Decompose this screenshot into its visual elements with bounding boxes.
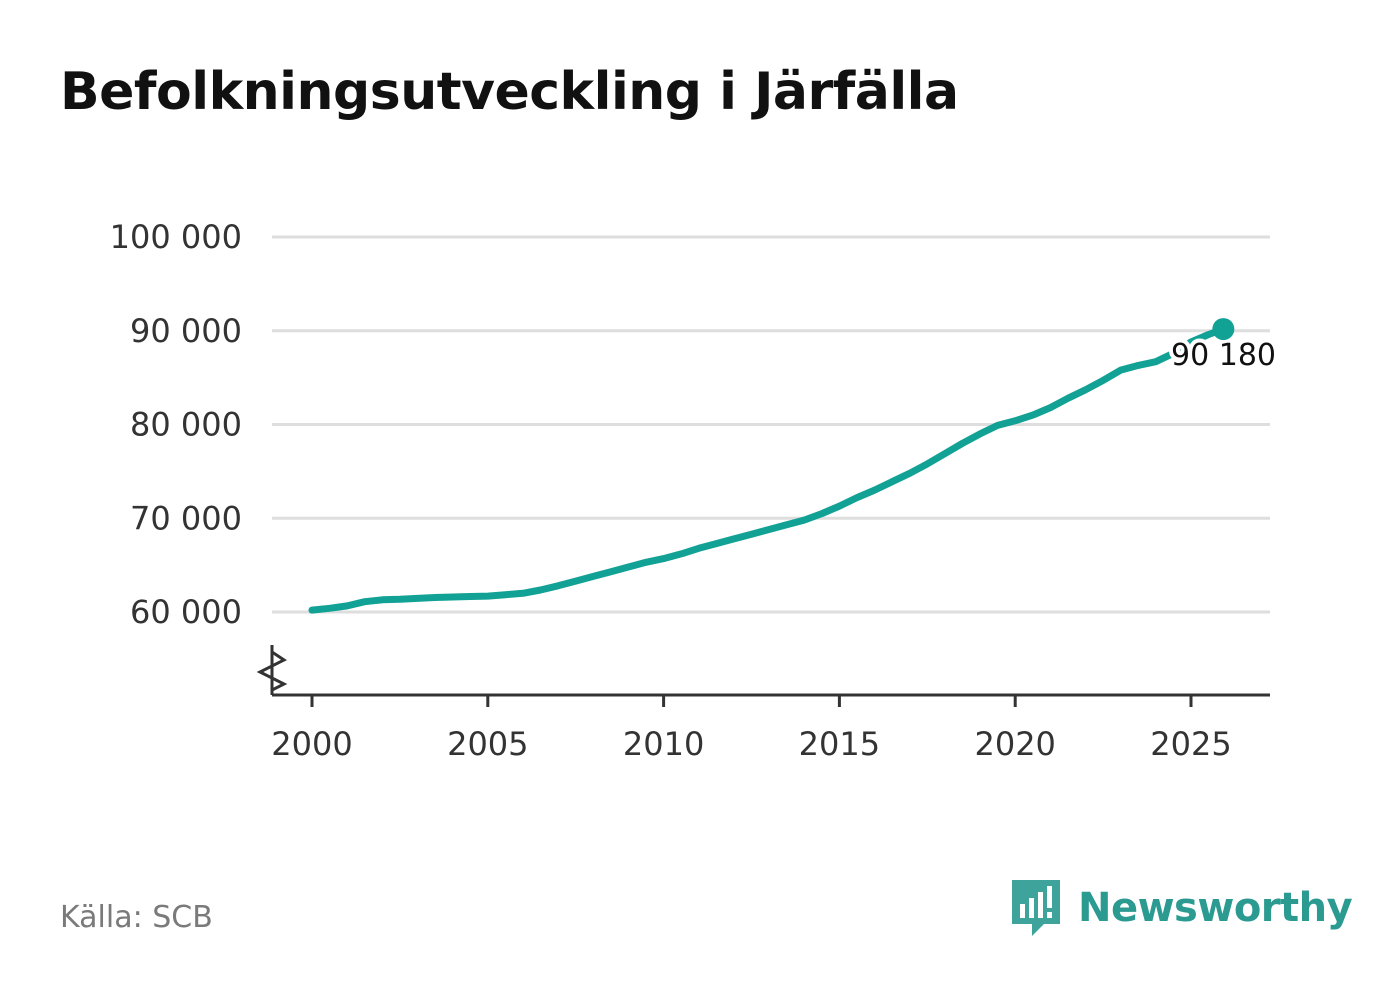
brand-logo: Newsworthy <box>1010 878 1353 938</box>
last-data-point <box>1212 318 1235 341</box>
chart-title: Befolkningsutveckling i Järfälla <box>60 62 959 122</box>
y-tick-label: 100 000 <box>110 218 242 256</box>
y-axis-break <box>256 645 288 695</box>
newsworthy-logo-icon <box>1012 880 1060 936</box>
x-tick-label: 2025 <box>1150 725 1231 763</box>
x-tick-label: 2010 <box>623 725 704 763</box>
last-value-label-halo: 90 180 <box>1171 338 1276 373</box>
brand-name: Newsworthy <box>1078 885 1353 931</box>
x-tick-label: 2015 <box>799 725 880 763</box>
x-tick-label: 2020 <box>974 725 1055 763</box>
x-tick-label: 2000 <box>271 725 352 763</box>
y-tick-label: 70 000 <box>130 499 242 537</box>
y-tick-label: 90 000 <box>130 312 242 350</box>
series-line <box>308 325 1227 614</box>
y-tick-label: 60 000 <box>130 593 242 631</box>
last-value-label: 90 180 <box>1171 338 1276 373</box>
y-tick-label: 80 000 <box>130 406 242 444</box>
x-tick-label: 2005 <box>447 725 528 763</box>
source-note: Källa: SCB <box>60 900 213 935</box>
